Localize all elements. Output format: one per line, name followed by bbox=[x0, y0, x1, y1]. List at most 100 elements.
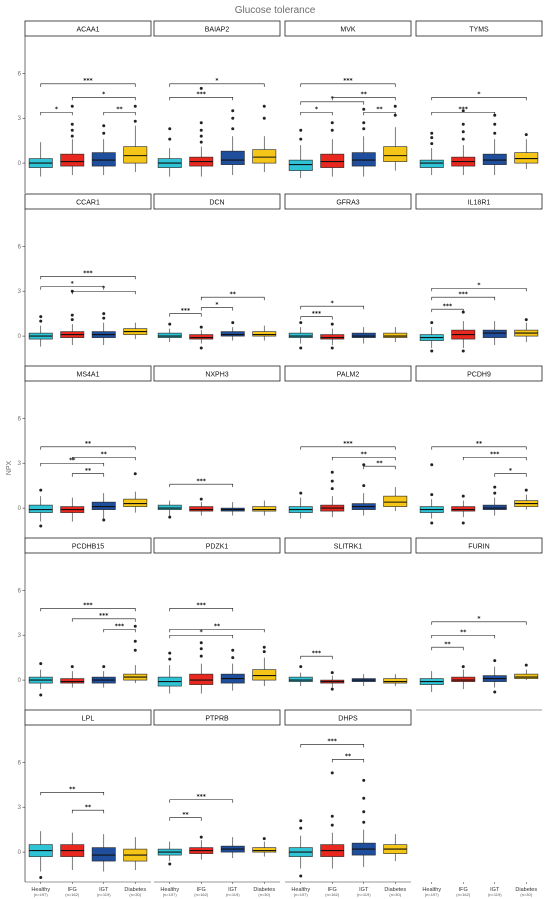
facet-title: PTPRB bbox=[205, 716, 229, 723]
box-body bbox=[252, 149, 277, 164]
x-tick-count: (n=197) bbox=[425, 892, 440, 897]
outlier-point bbox=[299, 491, 303, 495]
outlier-point bbox=[231, 127, 235, 131]
significance-bracket: * bbox=[494, 468, 527, 477]
bracket-line bbox=[431, 287, 527, 292]
significance-bracket: *** bbox=[71, 613, 136, 622]
outlier-point bbox=[461, 137, 465, 141]
y-tick-label: 0 bbox=[18, 161, 22, 167]
facet-strip bbox=[284, 709, 412, 726]
facet-panel: TYMS**** bbox=[415, 20, 543, 176]
facet-title: PCDH9 bbox=[467, 372, 491, 379]
box-igt bbox=[220, 109, 245, 176]
box-body bbox=[189, 506, 214, 512]
facet-strip bbox=[153, 20, 281, 37]
bracket-line bbox=[169, 817, 202, 821]
significance-label: *** bbox=[197, 91, 207, 98]
outlier-point bbox=[299, 826, 303, 830]
significance-label: *** bbox=[99, 613, 109, 620]
outlier-point bbox=[133, 639, 137, 643]
box-healthy bbox=[28, 488, 53, 528]
box-body bbox=[288, 332, 313, 338]
box-diabetes bbox=[383, 834, 408, 862]
significance-label: * bbox=[477, 282, 481, 289]
significance-label: *** bbox=[443, 303, 453, 310]
outlier-point bbox=[362, 810, 366, 814]
facet-panel: NXPH3 *** bbox=[153, 365, 281, 519]
outlier-point bbox=[199, 140, 203, 144]
outlier-point bbox=[199, 497, 203, 501]
significance-label: *** bbox=[83, 78, 93, 85]
outlier-point bbox=[493, 131, 497, 135]
x-tick-label: Diabetes bbox=[124, 887, 146, 893]
x-tick-count: (n=30) bbox=[258, 892, 270, 897]
box-body bbox=[91, 501, 116, 510]
facet-title: MS4A1 bbox=[77, 372, 100, 379]
box-body bbox=[383, 678, 408, 684]
y-tick-label: 3 bbox=[18, 633, 22, 639]
outlier-point bbox=[299, 346, 303, 350]
x-tick-count: (n=162) bbox=[325, 892, 340, 897]
outlier-point bbox=[524, 488, 528, 492]
significance-label: ** bbox=[376, 460, 383, 467]
significance-bracket: ** bbox=[71, 468, 105, 477]
outlier-point bbox=[168, 127, 172, 131]
bracket-line bbox=[331, 97, 396, 101]
outlier-point bbox=[299, 321, 303, 325]
significance-label: ** bbox=[69, 457, 76, 464]
outlier-point bbox=[39, 876, 43, 880]
outlier-point bbox=[199, 134, 203, 138]
outlier-point bbox=[430, 321, 434, 325]
significance-bracket: * bbox=[300, 106, 333, 116]
box-healthy bbox=[288, 321, 313, 350]
bracket-line bbox=[331, 456, 396, 461]
x-tick-count: (n=197) bbox=[294, 892, 309, 897]
outlier-point bbox=[299, 874, 303, 878]
outlier-point bbox=[330, 322, 334, 326]
outlier-point bbox=[362, 121, 366, 125]
box-healthy bbox=[288, 665, 313, 687]
outlier-point bbox=[102, 124, 106, 128]
facet-title: ACAA1 bbox=[77, 27, 100, 34]
significance-label: * bbox=[315, 106, 319, 113]
bracket-line bbox=[71, 290, 136, 295]
facet-panel: DCN****** bbox=[153, 193, 281, 350]
x-tick-count: (n=30) bbox=[520, 892, 532, 897]
box-ifg bbox=[320, 322, 345, 350]
x-tick-count: (n=30) bbox=[389, 892, 401, 897]
bracket-line bbox=[40, 275, 136, 280]
significance-bracket: * bbox=[169, 629, 234, 639]
outlier-point bbox=[199, 86, 203, 90]
facet-strip bbox=[24, 20, 152, 37]
outlier-point bbox=[102, 665, 106, 669]
significance-bracket: ** bbox=[431, 641, 464, 651]
box-ifg bbox=[189, 86, 214, 177]
outlier-point bbox=[330, 687, 334, 691]
box-body bbox=[157, 504, 182, 510]
significance-label: ** bbox=[361, 91, 368, 98]
significance-bracket: ** bbox=[431, 441, 527, 450]
outlier-point bbox=[493, 659, 497, 663]
bracket-line bbox=[300, 744, 365, 748]
box-igt bbox=[351, 674, 376, 687]
box-body bbox=[451, 676, 476, 682]
y-tick-label: 6 bbox=[18, 588, 22, 594]
box-body bbox=[252, 506, 277, 512]
box-diabetes bbox=[383, 487, 408, 512]
facet-panel: IL18R1******* bbox=[415, 193, 543, 353]
significance-bracket: *** bbox=[40, 270, 136, 280]
significance-bracket: ** bbox=[71, 451, 136, 461]
box-body bbox=[220, 150, 245, 165]
bracket-line bbox=[71, 97, 136, 101]
significance-label: *** bbox=[490, 451, 500, 458]
outlier-point bbox=[39, 693, 43, 697]
box-body bbox=[189, 673, 214, 685]
box-ifg bbox=[189, 325, 214, 350]
box-igt bbox=[482, 113, 507, 176]
outlier-point bbox=[168, 137, 172, 141]
box-body bbox=[351, 332, 376, 338]
significance-label: ** bbox=[376, 106, 383, 113]
box-body bbox=[252, 669, 277, 681]
outlier-point bbox=[39, 319, 43, 323]
box-ifg bbox=[60, 104, 85, 176]
